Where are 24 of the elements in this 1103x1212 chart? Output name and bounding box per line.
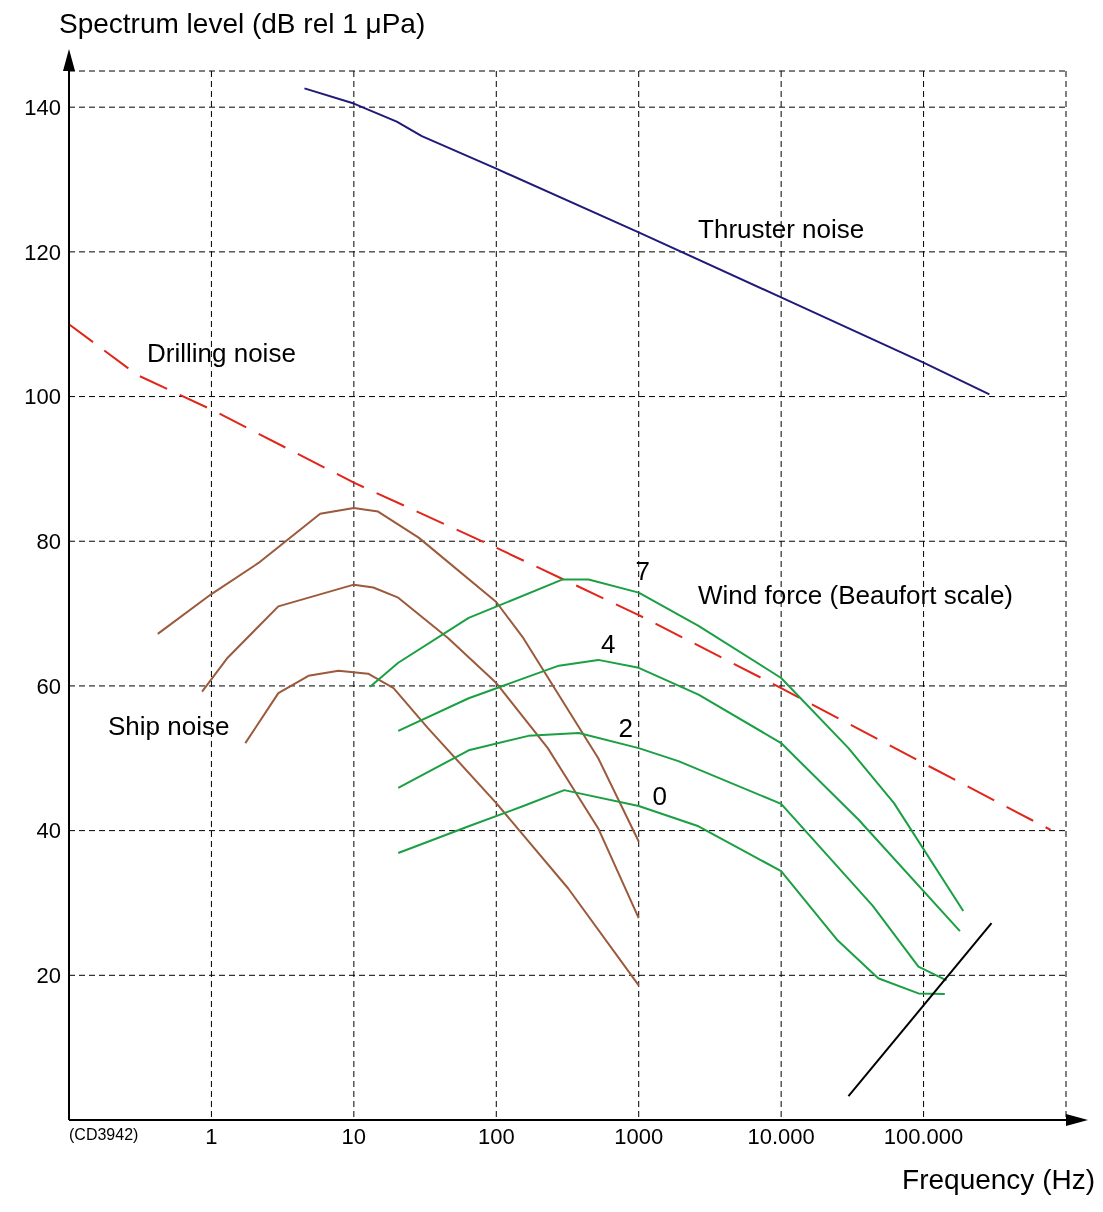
x-tick-label: 1000	[614, 1123, 664, 1149]
series-label: Thruster noise	[698, 214, 865, 245]
y-tick-label: 40	[36, 818, 61, 844]
y-tick-label: 80	[36, 529, 61, 555]
annotation: Ship noise	[108, 711, 230, 742]
series-label: Drilling noise	[147, 337, 296, 368]
series-label: 4	[601, 628, 616, 659]
y-axis-title: Spectrum level (dB rel 1 μPa)	[59, 8, 426, 40]
y-tick-label: 60	[36, 673, 61, 699]
y-tick-label: 120	[24, 239, 61, 265]
series-label: 0	[652, 781, 667, 812]
y-tick-label: 20	[36, 963, 61, 989]
annotation: Wind force (Beaufort scale)	[698, 580, 1014, 611]
x-tick-label: 100.000	[883, 1123, 964, 1149]
x-tick-label: 10	[341, 1123, 367, 1149]
y-tick-label: 100	[24, 384, 61, 410]
text: (CD3942)	[69, 1126, 139, 1144]
x-tick-label: 1	[205, 1123, 218, 1149]
series-label: 2	[618, 713, 633, 744]
x-axis-title: Frequency (Hz)	[902, 1164, 1095, 1196]
series-label: 7	[635, 555, 650, 586]
y-tick-label: 140	[24, 94, 61, 120]
x-tick-label: 100	[477, 1123, 515, 1149]
x-tick-label: 10.000	[747, 1123, 815, 1149]
